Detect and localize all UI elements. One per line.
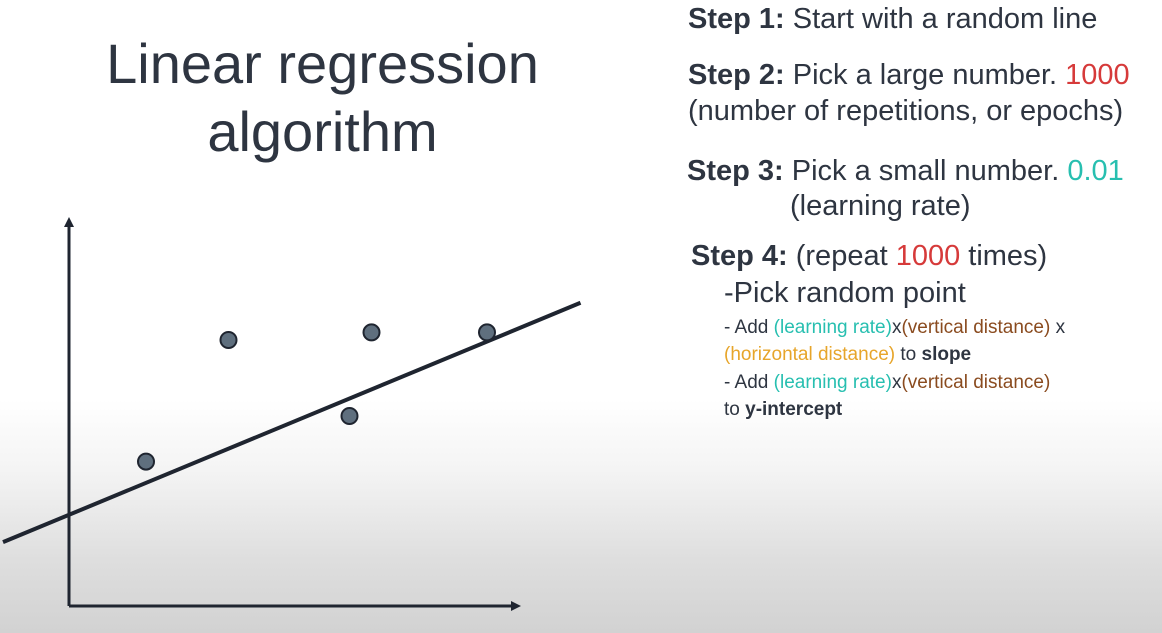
intercept-rule-line-2: to y-intercept [724, 396, 842, 424]
slope-rule-prefix: - Add [724, 317, 774, 338]
step-1-text: Start with a random line [784, 3, 1098, 35]
intercept-rule-to: to [724, 399, 746, 420]
step-2-text: Pick a large number. [784, 59, 1066, 91]
page-title: Linear regression algorithm [60, 30, 585, 166]
data-point-2 [219, 331, 238, 349]
step-4-value: 1000 [895, 240, 961, 272]
data-points [137, 323, 496, 471]
step-1-label: Step 1: [688, 3, 785, 35]
data-point-3 [340, 407, 359, 425]
intercept-rule-learning-rate: (learning rate) [773, 372, 892, 393]
slope-rule-line-2: (horizontal distance) to slope [724, 341, 971, 369]
step-4-text-b: times) [960, 240, 1048, 272]
step-3-value: 0.01 [1067, 155, 1124, 187]
regression-line [2, 300, 582, 545]
intercept-rule-line-1: - Add (learning rate)x(vertical distance… [724, 369, 1050, 397]
data-point-5 [478, 323, 496, 342]
slope-rule-times-1: x [891, 317, 902, 338]
regression-plot [2, 217, 582, 611]
slope-rule-vertical-distance: (vertical distance) [901, 317, 1051, 338]
title-line-1: Linear regression [106, 32, 539, 95]
data-point-1 [137, 452, 155, 471]
slope-rule-learning-rate: (learning rate) [773, 317, 892, 338]
step-2-value: 1000 [1065, 59, 1130, 91]
slope-rule-target: slope [921, 344, 972, 365]
step-3-label: Step 3: [687, 155, 784, 187]
title-line-2: algorithm [207, 100, 438, 163]
intercept-rule-times: x [891, 372, 902, 393]
step-2-label: Step 2: [688, 59, 785, 91]
slope-rule-horizontal-distance: (horizontal distance) [724, 344, 896, 365]
step-2: Step 2: Pick a large number. 1000 [688, 58, 1130, 92]
step-3-text: Pick a small number. [783, 155, 1068, 187]
intercept-rule-vertical-distance: (vertical distance) [901, 372, 1051, 393]
intercept-rule-target: y-intercept [745, 399, 843, 420]
slope-rule-times-2: x [1050, 317, 1066, 338]
step-4: Step 4: (repeat 1000 times) [691, 239, 1047, 273]
step-3-note: (learning rate) [790, 190, 971, 222]
intercept-rule-prefix: - Add [724, 372, 774, 393]
slope-rule-to: to [895, 344, 922, 365]
step-4-text-a: (repeat [787, 240, 896, 272]
step-3: Step 3: Pick a small number. 0.01 [687, 154, 1124, 188]
slope-rule-line-1: - Add (learning rate)x(vertical distance… [724, 314, 1065, 342]
step-2-note: (number of repetitions, or epochs) [688, 95, 1124, 127]
step-4-label: Step 4: [691, 240, 788, 272]
data-point-4 [362, 323, 381, 342]
step-1: Step 1: Start with a random line [688, 2, 1097, 36]
step-4-sub: -Pick random point [724, 277, 966, 309]
